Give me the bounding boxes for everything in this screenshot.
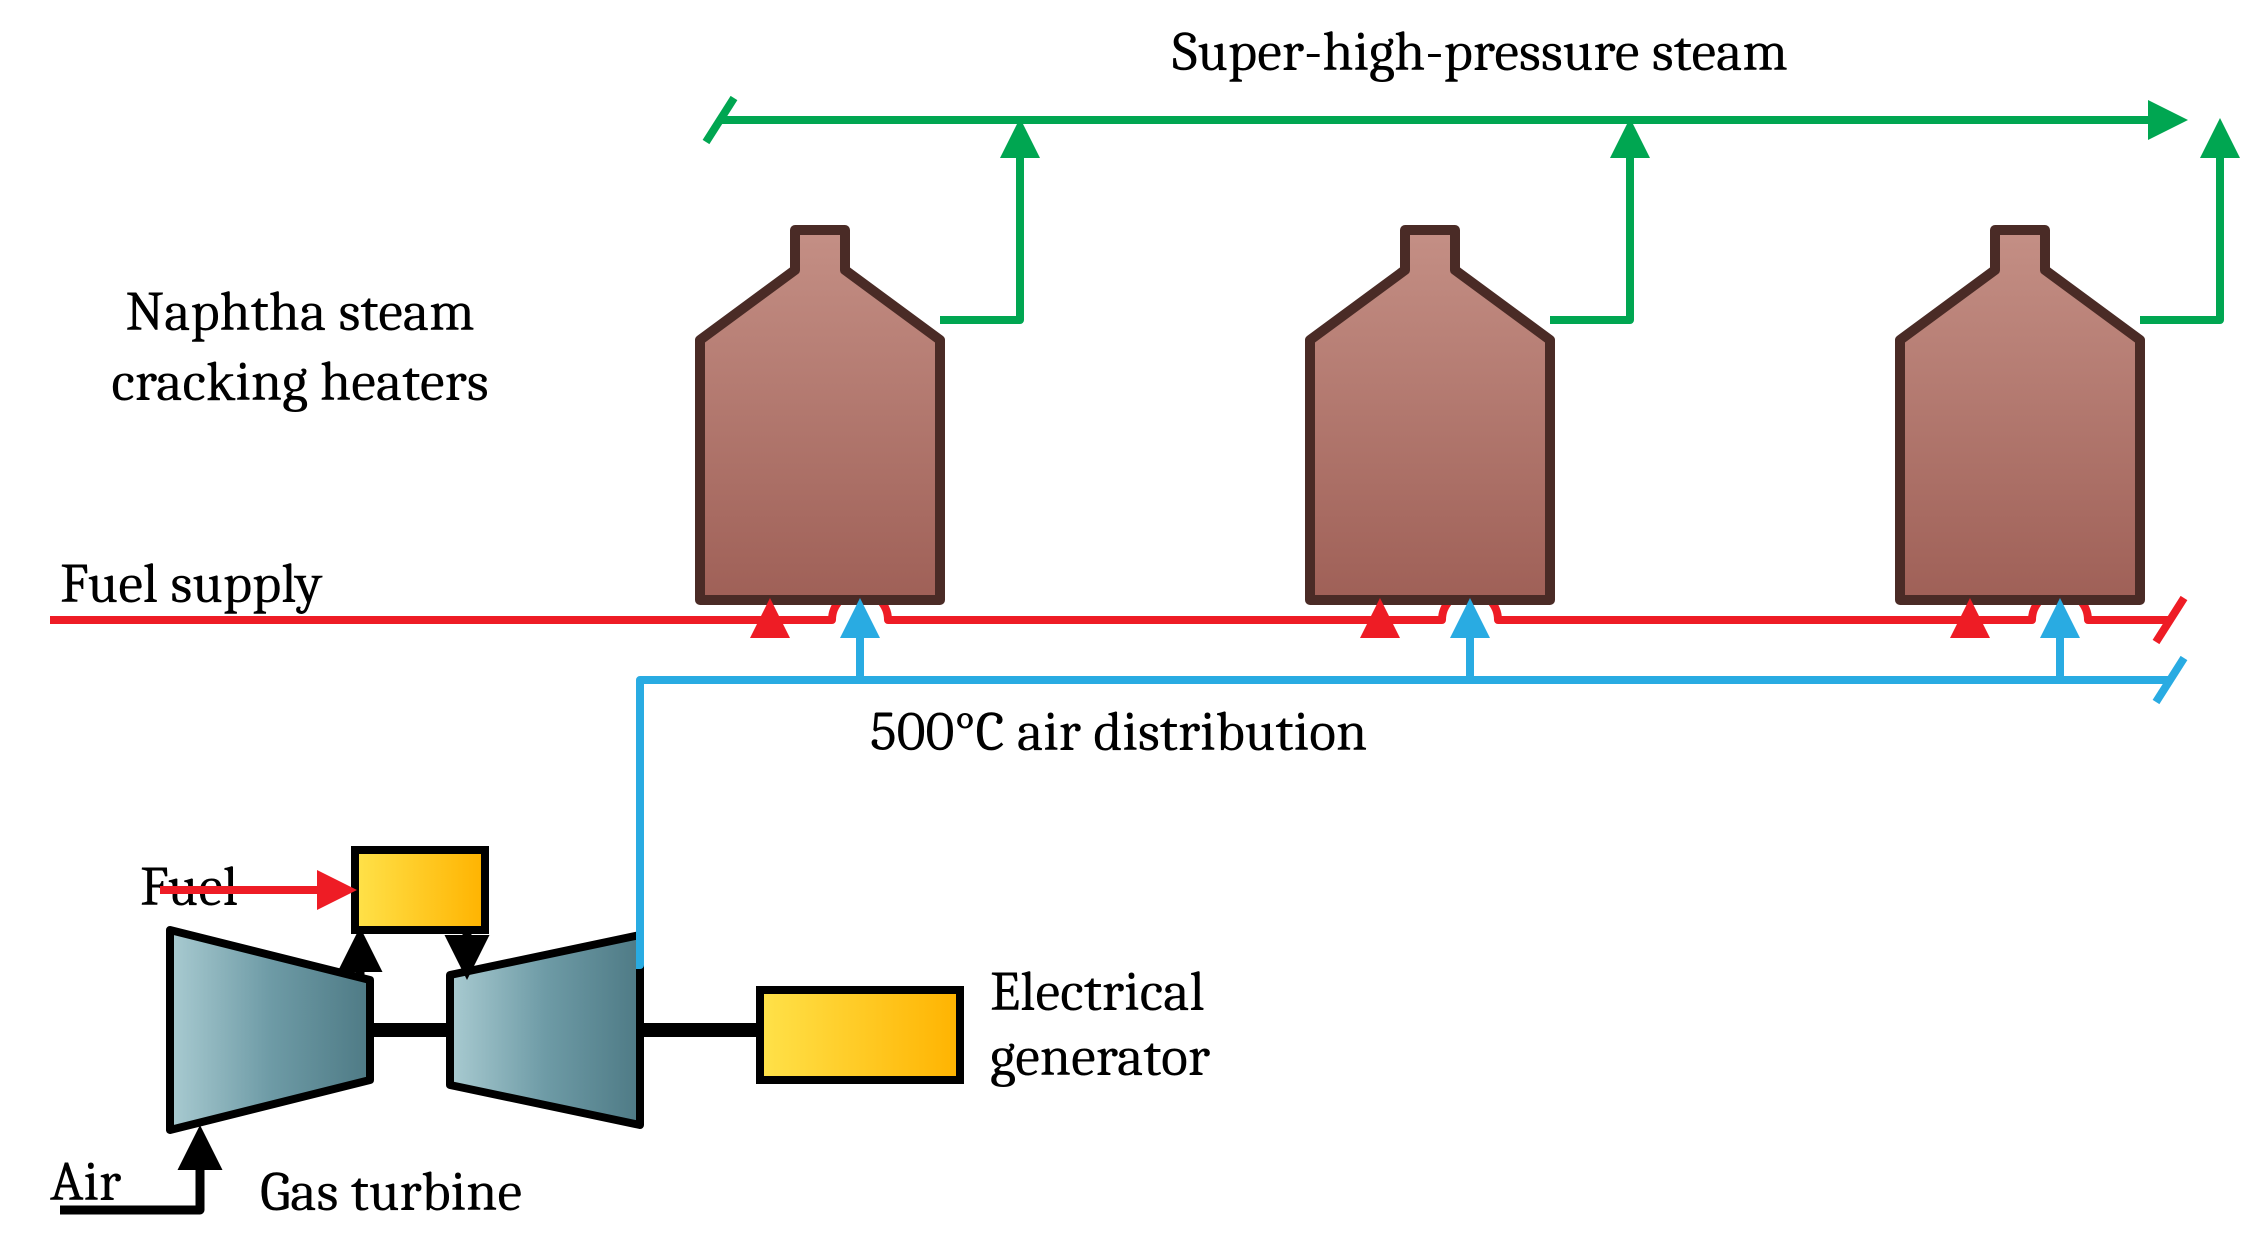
gas-turbine-label: Gas turbine: [260, 1160, 522, 1224]
heaters-title-l2: cracking heaters: [111, 350, 488, 414]
heater-icon: [700, 230, 940, 600]
heater-icon: [1900, 230, 2140, 600]
heaters-title-l1: Naphtha steam: [125, 280, 474, 344]
compressor-icon: [170, 930, 370, 1130]
electrical-label-l1: Electrical: [990, 960, 1205, 1024]
steam-riser: [940, 126, 1020, 320]
electrical-label-l2: generator: [990, 1025, 1210, 1089]
heater-icon: [1310, 230, 1550, 600]
steam-header-label: Super-high-pressure steam: [1172, 20, 1788, 84]
combustor-icon: [355, 850, 485, 930]
steam-riser: [1550, 126, 1630, 320]
steam-riser: [2140, 126, 2220, 320]
turbine-icon: [450, 935, 640, 1125]
air-dist-label: 500°C air distribution: [870, 700, 1367, 764]
generator-icon: [760, 990, 960, 1080]
fuel-supply-label: Fuel supply: [60, 552, 323, 616]
fuel-header: [50, 592, 2170, 620]
air-label: Air: [50, 1150, 121, 1214]
air-header: [636, 680, 2170, 965]
